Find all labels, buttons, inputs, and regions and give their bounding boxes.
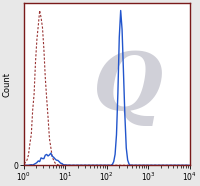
Text: Q: Q <box>93 49 163 126</box>
Y-axis label: Count: Count <box>3 72 12 97</box>
